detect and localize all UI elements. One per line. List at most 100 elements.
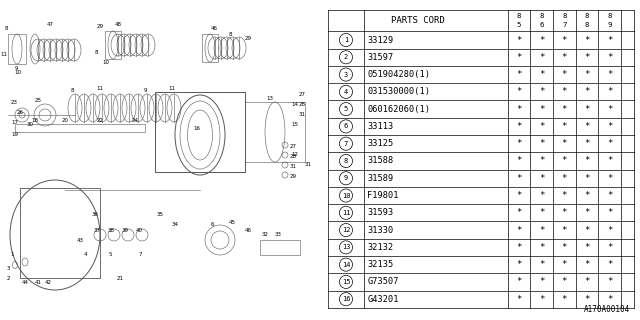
Text: 060162060(1): 060162060(1) [367, 105, 431, 114]
Circle shape [339, 223, 353, 237]
Circle shape [339, 275, 353, 289]
Text: *: * [539, 226, 545, 235]
Text: 12: 12 [291, 153, 298, 157]
Text: *: * [539, 53, 545, 62]
Text: *: * [584, 105, 589, 114]
Text: 6: 6 [540, 22, 544, 28]
Text: *: * [516, 226, 522, 235]
Text: 12: 12 [342, 227, 350, 233]
Text: 4: 4 [344, 89, 348, 95]
Text: 24: 24 [131, 117, 138, 123]
Text: *: * [607, 208, 612, 217]
Text: *: * [539, 295, 545, 304]
Text: *: * [584, 36, 589, 44]
Text: *: * [539, 260, 545, 269]
Text: 031530000(1): 031530000(1) [367, 87, 431, 96]
Text: 16: 16 [193, 125, 200, 131]
Text: *: * [539, 156, 545, 165]
Text: 28: 28 [289, 155, 296, 159]
Text: 2: 2 [6, 276, 10, 281]
Text: 9: 9 [14, 66, 18, 70]
Text: 10: 10 [342, 193, 350, 198]
Text: *: * [584, 243, 589, 252]
Text: 31589: 31589 [367, 174, 394, 183]
Text: 36: 36 [92, 212, 99, 218]
Text: 16: 16 [342, 296, 350, 302]
Text: *: * [562, 295, 567, 304]
Text: *: * [539, 122, 545, 131]
Circle shape [339, 292, 353, 306]
Text: *: * [562, 174, 567, 183]
Text: 31330: 31330 [367, 226, 394, 235]
Text: *: * [584, 156, 589, 165]
Text: 31: 31 [305, 163, 312, 167]
Text: *: * [539, 208, 545, 217]
Circle shape [339, 33, 353, 47]
Text: F19801: F19801 [367, 191, 399, 200]
Text: 33: 33 [275, 233, 282, 237]
Bar [202, 34, 218, 62]
Bar [155, 92, 245, 172]
Text: 31593: 31593 [367, 208, 394, 217]
Text: *: * [562, 70, 567, 79]
Text: 7: 7 [562, 22, 566, 28]
Text: 28: 28 [298, 102, 305, 108]
Text: *: * [584, 53, 589, 62]
Text: 29: 29 [97, 25, 104, 29]
Text: 19: 19 [12, 132, 19, 138]
Text: 10: 10 [15, 69, 22, 75]
Text: *: * [516, 191, 522, 200]
Text: *: * [607, 70, 612, 79]
Text: *: * [584, 208, 589, 217]
Text: 42: 42 [45, 279, 51, 284]
Text: 43: 43 [77, 237, 83, 243]
Text: *: * [539, 191, 545, 200]
Text: 17: 17 [12, 119, 19, 124]
Text: *: * [562, 53, 567, 62]
Text: *: * [539, 70, 545, 79]
Text: *: * [562, 156, 567, 165]
Text: *: * [562, 226, 567, 235]
Text: *: * [607, 277, 612, 286]
Circle shape [339, 120, 353, 133]
Text: 35: 35 [157, 212, 163, 218]
Text: *: * [607, 36, 612, 44]
Text: G73507: G73507 [367, 277, 399, 286]
Text: 37: 37 [93, 228, 100, 233]
Text: 8: 8 [70, 87, 74, 92]
Text: 31597: 31597 [367, 53, 394, 62]
Text: 46: 46 [211, 27, 218, 31]
Text: *: * [516, 208, 522, 217]
Text: *: * [584, 226, 589, 235]
Text: 9: 9 [344, 175, 348, 181]
Text: *: * [516, 105, 522, 114]
Text: 5: 5 [108, 252, 112, 258]
Text: 22: 22 [97, 117, 104, 123]
Text: *: * [562, 87, 567, 96]
Text: *: * [539, 87, 545, 96]
Text: *: * [516, 156, 522, 165]
Circle shape [339, 154, 353, 168]
Text: 7: 7 [138, 252, 141, 258]
Text: 3: 3 [344, 72, 348, 77]
Text: *: * [516, 277, 522, 286]
Text: *: * [607, 122, 612, 131]
Text: 33113: 33113 [367, 122, 394, 131]
Text: 11: 11 [1, 52, 8, 58]
Text: 48: 48 [115, 22, 122, 28]
Text: *: * [584, 295, 589, 304]
Text: PARTS CORD: PARTS CORD [391, 16, 445, 25]
Text: 47: 47 [47, 22, 54, 28]
Text: 2: 2 [344, 54, 348, 60]
Circle shape [339, 137, 353, 150]
Circle shape [339, 51, 353, 64]
Text: *: * [539, 139, 545, 148]
Bar [260, 240, 300, 255]
Text: 15: 15 [342, 279, 350, 285]
Circle shape [339, 206, 353, 220]
Text: *: * [539, 36, 545, 44]
Text: *: * [516, 87, 522, 96]
Text: *: * [584, 139, 589, 148]
Text: 6: 6 [344, 124, 348, 129]
Text: 8: 8 [540, 13, 544, 19]
